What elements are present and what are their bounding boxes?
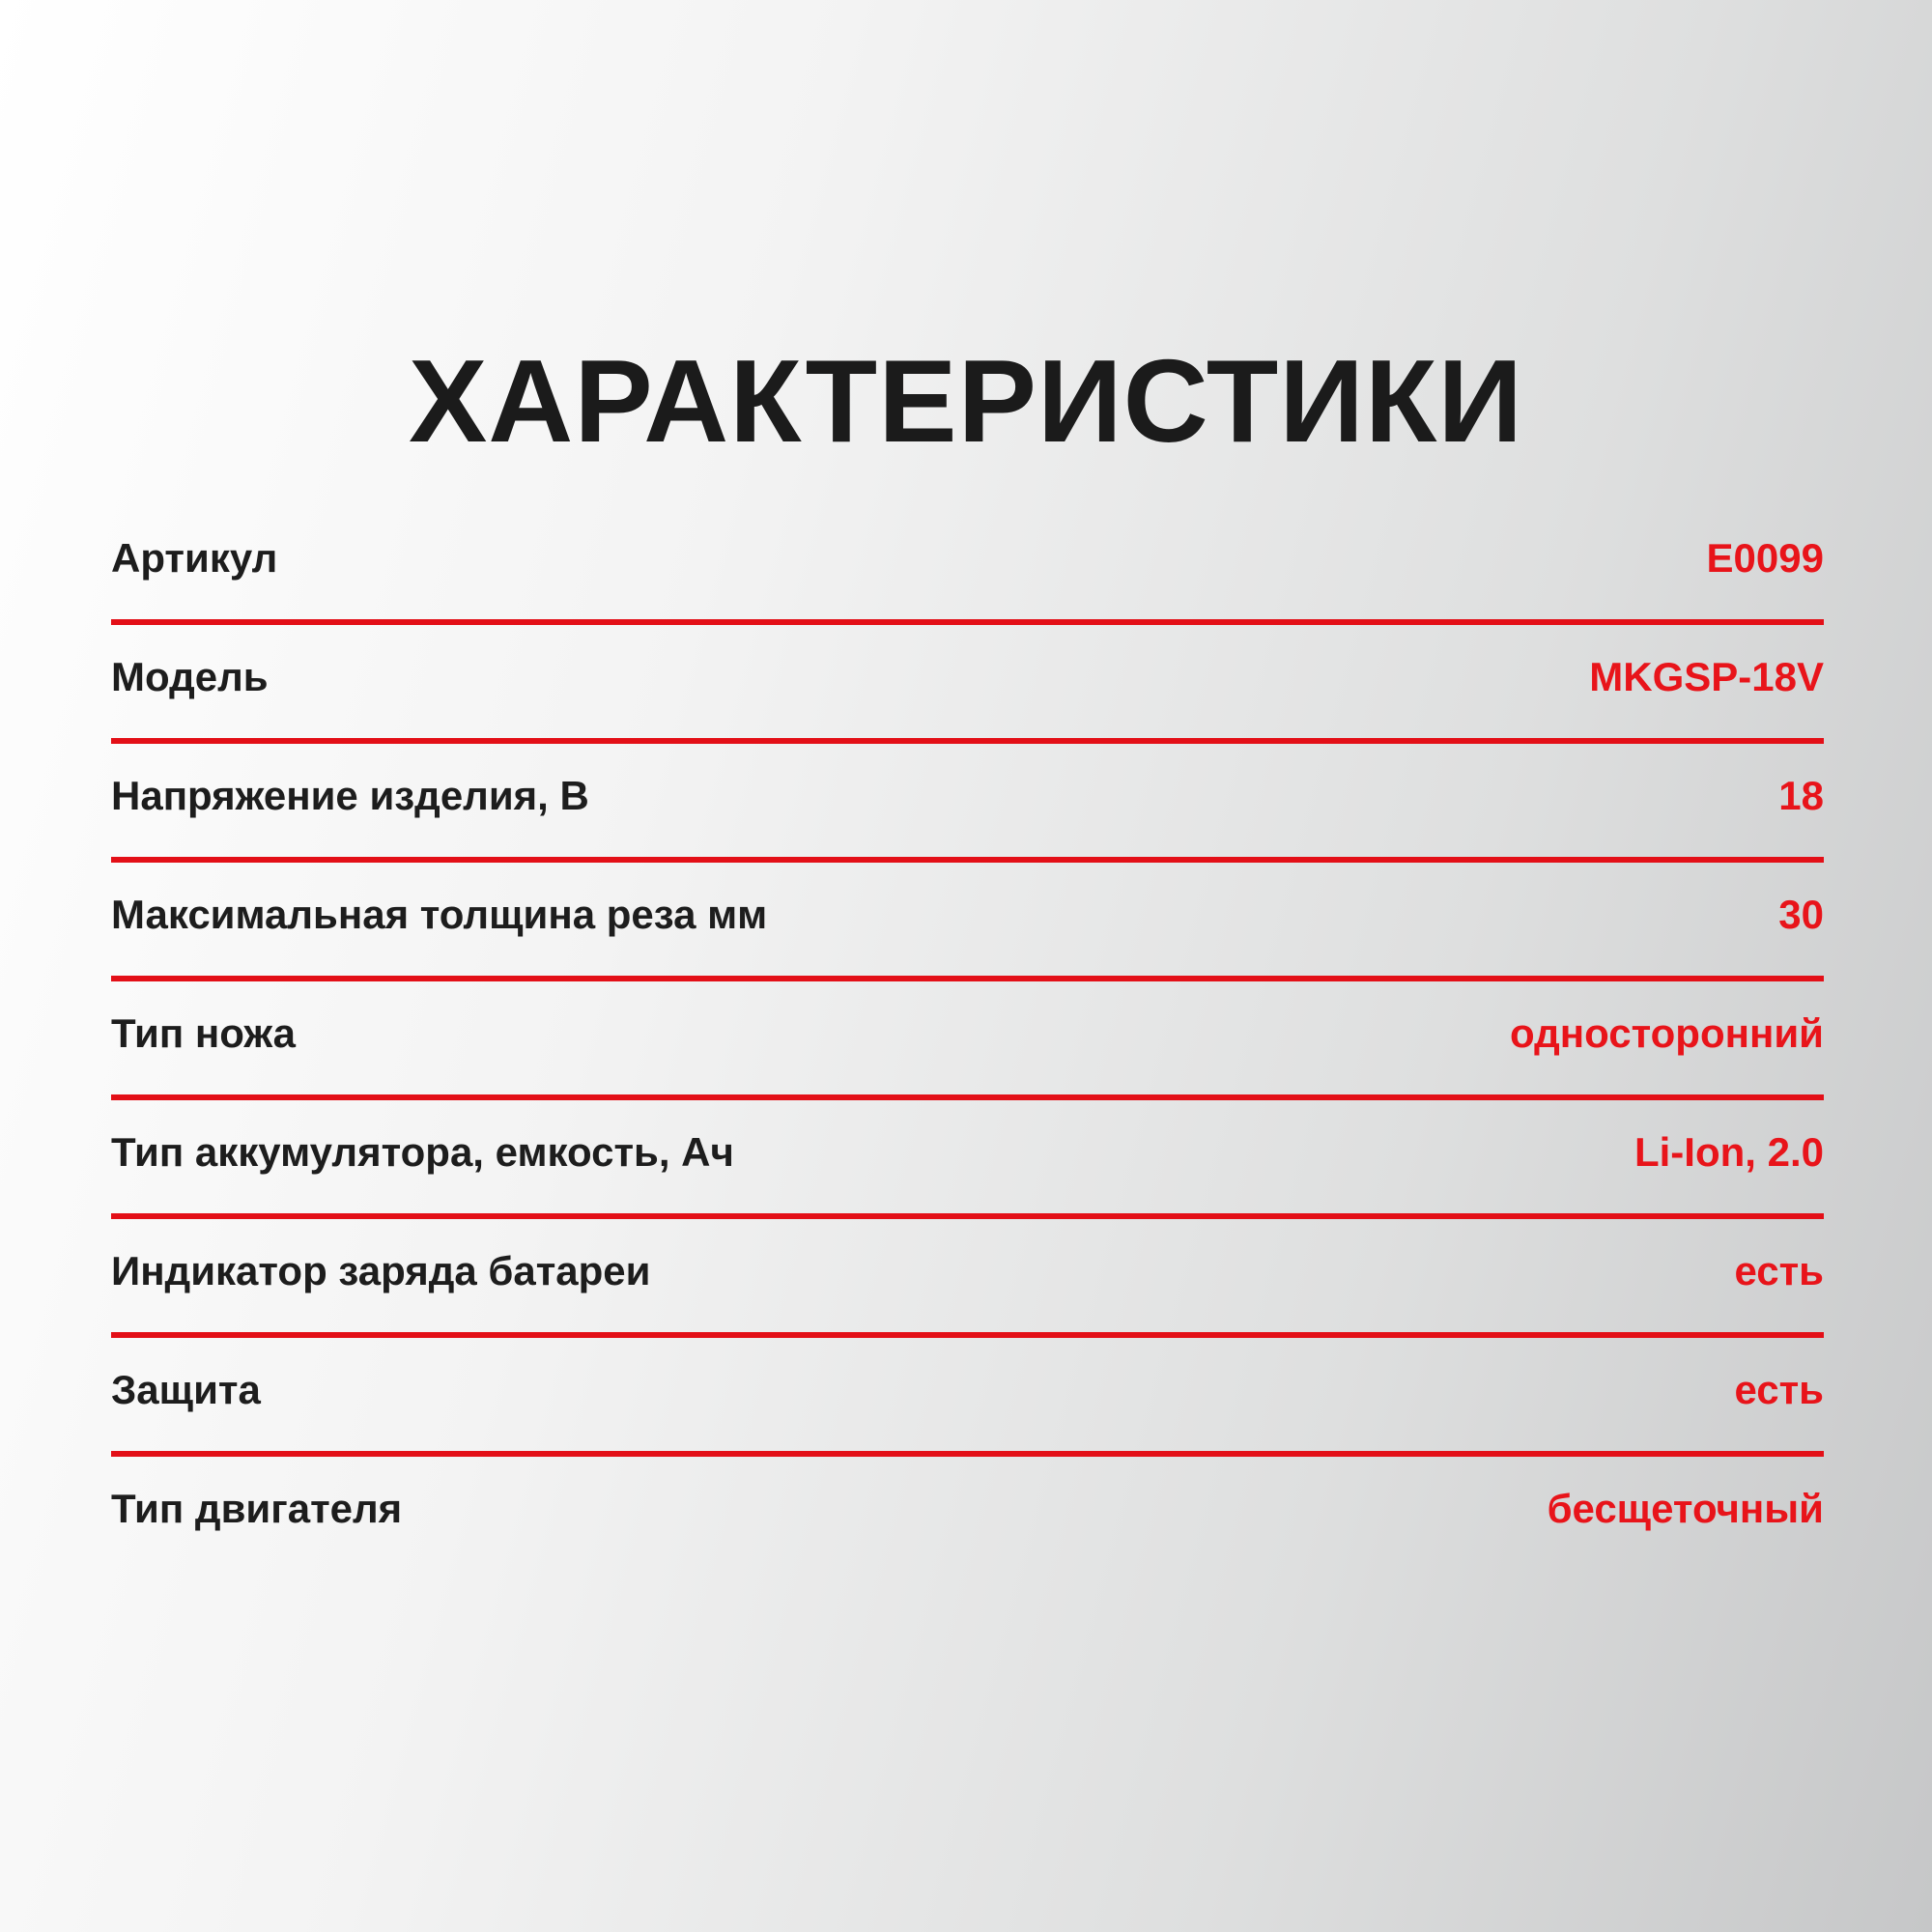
spec-row: Модель MKGSP-18V: [111, 625, 1824, 744]
spec-label: Модель: [111, 653, 269, 699]
spec-label: Тип ножа: [111, 1009, 297, 1056]
spec-value: односторонний: [1510, 1009, 1824, 1056]
spec-label: Тип двигателя: [111, 1485, 403, 1531]
spec-value: есть: [1734, 1366, 1824, 1412]
spec-label: Индикатор заряда батареи: [111, 1247, 651, 1293]
spec-value: 30: [1778, 891, 1824, 937]
spec-row: Максимальная толщина реза мм 30: [111, 863, 1824, 981]
spec-row: Напряжение изделия, В 18: [111, 744, 1824, 863]
spec-value: бесщеточный: [1547, 1485, 1824, 1531]
spec-value: 18: [1778, 772, 1824, 818]
spec-row: Индикатор заряда батареи есть: [111, 1219, 1824, 1338]
spec-row: Тип ножа односторонний: [111, 981, 1824, 1100]
spec-value: MKGSP-18V: [1589, 653, 1824, 699]
spec-value: E0099: [1706, 534, 1824, 581]
specs-table: Артикул E0099 Модель MKGSP-18V Напряжение …: [111, 506, 1824, 1570]
spec-row: Артикул E0099: [111, 506, 1824, 625]
spec-value: есть: [1734, 1247, 1824, 1293]
spec-label: Защита: [111, 1366, 261, 1412]
spec-row: Защита есть: [111, 1338, 1824, 1457]
spec-value: Li-Ion, 2.0: [1634, 1128, 1824, 1175]
spec-label: Тип аккумулятора, емкость, Ач: [111, 1128, 734, 1175]
page-title: ХАРАКТЕРИСТИКИ: [408, 335, 1524, 467]
spec-label: Максимальная толщина реза мм: [111, 891, 768, 937]
spec-label: Напряжение изделия, В: [111, 772, 589, 818]
spec-row: Тип аккумулятора, емкость, Ач Li-Ion, 2.0: [111, 1100, 1824, 1219]
spec-row: Тип двигателя бесщеточный: [111, 1457, 1824, 1570]
spec-label: Артикул: [111, 534, 278, 581]
